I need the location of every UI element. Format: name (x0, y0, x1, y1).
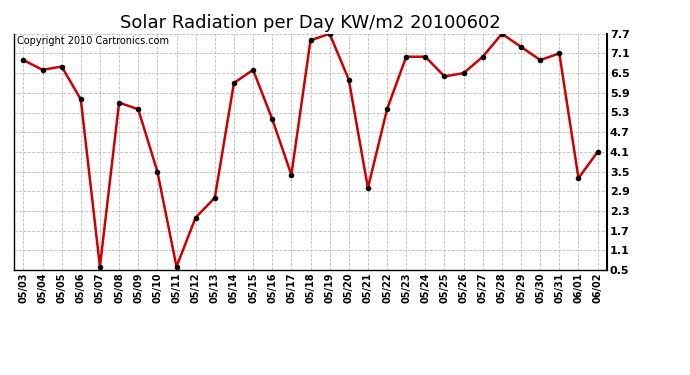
Text: Copyright 2010 Cartronics.com: Copyright 2010 Cartronics.com (17, 36, 169, 46)
Title: Solar Radiation per Day KW/m2 20100602: Solar Radiation per Day KW/m2 20100602 (120, 14, 501, 32)
